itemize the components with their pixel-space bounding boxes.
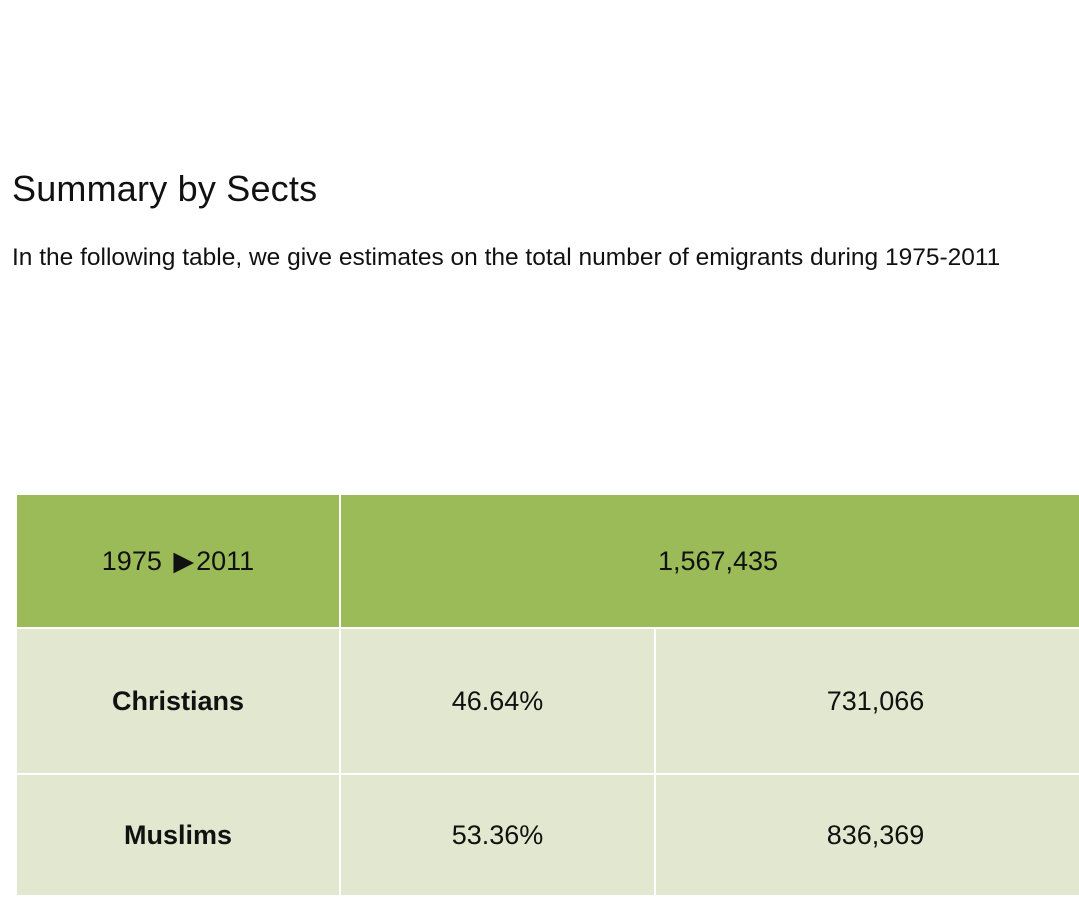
- intro-paragraph: In the following table, we give estimate…: [12, 244, 1001, 271]
- percent-cell: 53.36%: [339, 773, 656, 897]
- sect-summary-table: 1975 ▶2011 1,567,435 Christians 46.64% 7…: [15, 493, 1079, 897]
- sect-label: Muslims: [15, 773, 341, 897]
- period-end: 2011: [196, 545, 255, 576]
- count-cell: 731,066: [654, 627, 1079, 775]
- table-row: Christians 46.64% 731,066: [15, 627, 1079, 775]
- play-arrow-icon: ▶: [173, 545, 195, 576]
- sect-label: Christians: [15, 627, 341, 775]
- table-header-row: 1975 ▶2011 1,567,435: [15, 493, 1079, 629]
- page-title: Summary by Sects: [12, 168, 318, 209]
- count-cell: 836,369: [654, 773, 1079, 897]
- period-start: 1975: [101, 545, 162, 576]
- table-row: Muslims 53.36% 836,369: [15, 773, 1079, 897]
- period-cell: 1975 ▶2011: [15, 493, 341, 629]
- percent-cell: 46.64%: [339, 627, 656, 775]
- total-emigrants-cell: 1,567,435: [339, 493, 1079, 629]
